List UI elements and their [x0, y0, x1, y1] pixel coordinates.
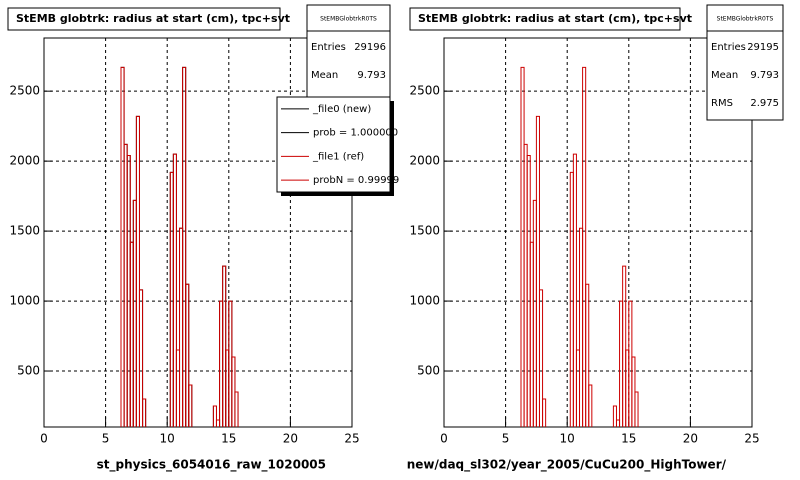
histogram-bar: [572, 153, 577, 427]
legend-note: probN = 0.99999: [313, 175, 399, 186]
histogram-bar: [634, 391, 639, 427]
y-tick-label: 2000: [9, 154, 40, 168]
chart-title: StEMB globtrk: radius at start (cm), tpc…: [16, 12, 290, 25]
y-tick-label: 500: [417, 364, 440, 378]
stats-label: Mean: [711, 70, 738, 81]
y-tick-label: 1500: [409, 224, 440, 238]
y-tick-label: 2000: [409, 154, 440, 168]
legend-box: [276, 96, 391, 193]
y-tick-label: 500: [17, 364, 40, 378]
histogram-bar: [538, 289, 544, 427]
plot-frame: [43, 37, 353, 428]
y-tick-label: 1000: [409, 294, 440, 308]
x-tick-label: 10: [560, 432, 575, 446]
stats-title: StEMBGlobtrkR0TS: [717, 16, 774, 23]
histogram-bar: [135, 115, 140, 427]
stats-label: Mean: [311, 70, 338, 81]
y-tick-label: 2500: [409, 84, 440, 98]
histogram-bar: [138, 289, 144, 427]
x-axis-label: new/daq_sl302/year_2005/CuCu200_HighTowe…: [407, 458, 727, 473]
chart-title: StEMB globtrk: radius at start (cm), tpc…: [418, 12, 692, 25]
histogram-bar: [182, 66, 187, 427]
histogram: [120, 66, 239, 427]
stats-label: Entries: [311, 42, 346, 53]
stats-value: 9.793: [357, 70, 386, 81]
histogram-bar: [582, 66, 587, 427]
histogram-bar: [212, 405, 217, 427]
x-tick-label: 25: [744, 432, 759, 446]
stats-value: 29196: [354, 42, 386, 53]
histogram-bar: [142, 398, 147, 427]
histogram-bar: [222, 265, 227, 427]
histogram-bar: [535, 115, 540, 427]
x-tick-label: 20: [283, 432, 298, 446]
x-tick-label: 0: [40, 432, 48, 446]
histogram-bar: [172, 153, 177, 427]
x-tick-label: 25: [344, 432, 359, 446]
histogram-bar: [585, 283, 590, 427]
stats-value: 2.975: [750, 98, 779, 109]
stats-label: RMS: [711, 98, 733, 109]
x-tick-label: 5: [102, 432, 110, 446]
legend-label: _file0 (new): [312, 104, 371, 115]
legend-label: _file1 (ref): [312, 151, 364, 162]
stats-label: Entries: [711, 42, 746, 53]
x-axis-label: st_physics_6054016_raw_1020005: [97, 458, 326, 473]
histogram-bar: [612, 405, 617, 427]
legend-note: prob = 1.000000: [313, 128, 398, 139]
x-tick-label: 15: [221, 432, 236, 446]
stats-box: [706, 4, 784, 121]
stats-value: 29195: [747, 42, 779, 53]
histogram-bar: [234, 391, 239, 427]
x-tick-label: 5: [502, 432, 510, 446]
y-tick-label: 1000: [9, 294, 40, 308]
stats-title: StEMBGlobtrkR0TS: [320, 16, 377, 23]
histogram-bar: [622, 265, 627, 427]
y-tick-label: 2500: [9, 84, 40, 98]
x-tick-label: 20: [683, 432, 698, 446]
title-box: [409, 7, 681, 31]
plot-frame: [443, 37, 753, 428]
histogram-bar: [542, 398, 547, 427]
x-tick-label: 0: [440, 432, 448, 446]
title-box: [7, 7, 281, 31]
histogram-bar: [588, 384, 593, 427]
histogram-bar: [185, 283, 190, 427]
x-tick-label: 15: [621, 432, 636, 446]
stats-value: 9.793: [750, 70, 779, 81]
histogram: [520, 66, 639, 427]
histogram-bar: [188, 384, 193, 427]
y-tick-label: 1500: [9, 224, 40, 238]
x-tick-label: 10: [160, 432, 175, 446]
